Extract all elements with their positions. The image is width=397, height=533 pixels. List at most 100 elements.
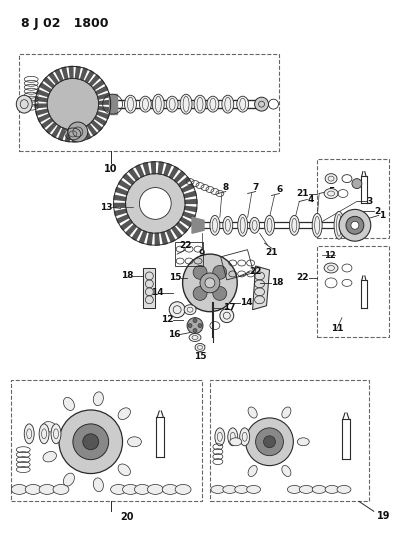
Ellipse shape xyxy=(282,407,291,418)
Ellipse shape xyxy=(43,451,56,462)
Ellipse shape xyxy=(12,484,27,495)
Circle shape xyxy=(256,428,283,456)
Ellipse shape xyxy=(264,215,274,235)
Ellipse shape xyxy=(169,302,185,318)
Circle shape xyxy=(198,324,202,328)
Circle shape xyxy=(264,436,276,448)
Polygon shape xyxy=(35,97,48,102)
Polygon shape xyxy=(37,90,49,96)
Ellipse shape xyxy=(64,398,75,410)
Text: 21: 21 xyxy=(297,189,309,198)
Circle shape xyxy=(139,188,171,220)
Polygon shape xyxy=(185,199,197,204)
Polygon shape xyxy=(123,174,134,184)
Polygon shape xyxy=(98,107,110,111)
Ellipse shape xyxy=(325,174,337,183)
Polygon shape xyxy=(35,104,47,108)
Ellipse shape xyxy=(183,254,237,312)
Ellipse shape xyxy=(312,213,322,237)
Ellipse shape xyxy=(135,484,150,495)
Ellipse shape xyxy=(147,484,163,495)
Ellipse shape xyxy=(289,215,299,235)
Circle shape xyxy=(193,286,207,301)
Polygon shape xyxy=(97,111,109,118)
Ellipse shape xyxy=(139,96,151,112)
Text: 12: 12 xyxy=(324,251,336,260)
Text: 2: 2 xyxy=(374,207,380,216)
Circle shape xyxy=(193,328,197,333)
Circle shape xyxy=(205,278,215,288)
Text: 7: 7 xyxy=(252,182,259,191)
Polygon shape xyxy=(38,114,50,122)
Polygon shape xyxy=(119,180,131,189)
Polygon shape xyxy=(170,167,179,179)
Ellipse shape xyxy=(235,486,249,494)
Ellipse shape xyxy=(211,486,225,494)
Ellipse shape xyxy=(39,424,49,444)
Ellipse shape xyxy=(53,484,69,495)
Text: 6: 6 xyxy=(276,184,283,193)
Polygon shape xyxy=(185,206,197,212)
Ellipse shape xyxy=(237,96,249,112)
Ellipse shape xyxy=(299,486,313,494)
Circle shape xyxy=(193,319,197,322)
Circle shape xyxy=(187,318,203,334)
Polygon shape xyxy=(66,130,70,142)
Polygon shape xyxy=(184,191,196,198)
Bar xyxy=(12,380,202,502)
Polygon shape xyxy=(36,109,48,115)
Polygon shape xyxy=(129,169,139,180)
Ellipse shape xyxy=(223,216,233,234)
Ellipse shape xyxy=(228,428,238,446)
Circle shape xyxy=(47,78,99,130)
Text: 15: 15 xyxy=(169,273,181,282)
Text: 9: 9 xyxy=(199,249,205,258)
Text: 15: 15 xyxy=(194,352,206,361)
Ellipse shape xyxy=(25,484,41,495)
Circle shape xyxy=(339,209,371,241)
Polygon shape xyxy=(158,162,164,174)
Polygon shape xyxy=(121,220,132,230)
Ellipse shape xyxy=(152,94,164,114)
Circle shape xyxy=(59,410,123,473)
Polygon shape xyxy=(58,128,66,140)
Ellipse shape xyxy=(111,484,127,495)
Ellipse shape xyxy=(194,95,206,113)
Text: 3: 3 xyxy=(367,197,373,206)
Ellipse shape xyxy=(222,95,234,113)
Polygon shape xyxy=(83,127,91,139)
Polygon shape xyxy=(91,120,102,131)
Polygon shape xyxy=(78,129,84,141)
Polygon shape xyxy=(136,165,144,177)
Polygon shape xyxy=(139,231,146,244)
Ellipse shape xyxy=(210,215,220,235)
Text: 16: 16 xyxy=(168,330,180,339)
Polygon shape xyxy=(73,130,77,142)
Polygon shape xyxy=(98,100,111,104)
Polygon shape xyxy=(85,71,94,83)
Polygon shape xyxy=(46,123,56,133)
Ellipse shape xyxy=(39,484,55,495)
Polygon shape xyxy=(114,195,126,200)
Ellipse shape xyxy=(127,437,141,447)
Ellipse shape xyxy=(230,438,242,446)
Ellipse shape xyxy=(118,408,131,419)
Polygon shape xyxy=(117,215,129,223)
Ellipse shape xyxy=(297,438,309,446)
Circle shape xyxy=(351,221,359,229)
Ellipse shape xyxy=(93,392,103,406)
Polygon shape xyxy=(75,67,80,79)
Polygon shape xyxy=(192,217,204,233)
Text: 1: 1 xyxy=(379,211,385,220)
Polygon shape xyxy=(252,266,270,310)
Ellipse shape xyxy=(337,486,351,494)
Polygon shape xyxy=(109,94,117,114)
Ellipse shape xyxy=(325,486,339,494)
Ellipse shape xyxy=(93,478,103,492)
Circle shape xyxy=(213,286,227,301)
Polygon shape xyxy=(174,171,185,182)
Text: 14: 14 xyxy=(150,288,163,297)
Text: 13: 13 xyxy=(100,203,113,212)
Circle shape xyxy=(188,324,192,328)
Ellipse shape xyxy=(180,94,192,114)
